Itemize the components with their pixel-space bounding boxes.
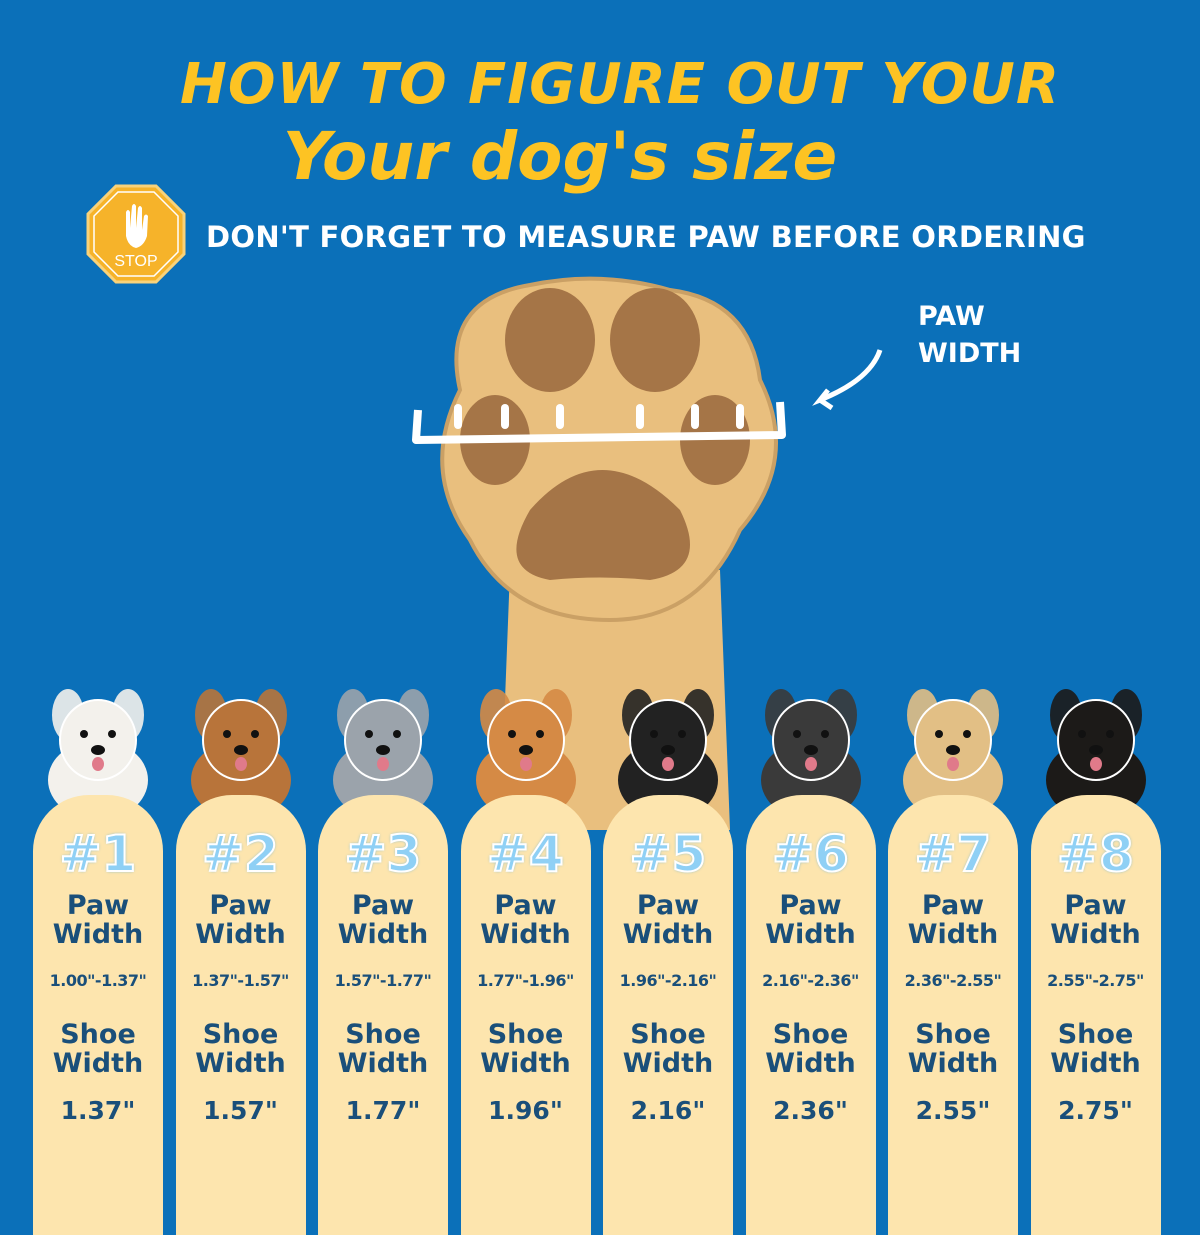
size-card-4: #4 Paw Width 1.77"-1.96" Shoe Width 1.96" <box>460 795 591 1235</box>
size-number: #8 <box>1056 824 1135 884</box>
title-line-1: HOW TO FIGURE OUT YOUR <box>180 52 1060 117</box>
paw-width-heading: Paw Width <box>337 890 429 950</box>
paw-width-range: 2.16"-2.36" <box>762 971 859 990</box>
yorkshire-terrier-icon <box>190 689 291 810</box>
border-collie-merle-icon <box>333 689 433 810</box>
size-number: #4 <box>486 824 565 884</box>
paw-width-range: 1.37"-1.57" <box>192 971 289 990</box>
shoe-width-heading: Shoe Width <box>480 1019 571 1079</box>
paw-width-heading: Paw Width <box>52 890 144 950</box>
shoe-width-value: 1.77" <box>345 1096 421 1125</box>
size-card-1: #1 Paw Width 1.00"-1.37" Shoe Width 1.37" <box>33 795 163 1235</box>
shoe-width-value: 1.96" <box>488 1096 563 1125</box>
shoe-width-value: 2.36" <box>773 1096 848 1125</box>
size-card-6: #6 Paw Width 2.16"-2.36" Shoe Width 2.36" <box>745 795 876 1235</box>
size-number: #1 <box>59 824 138 884</box>
shoe-width-heading: Shoe Width <box>622 1019 714 1079</box>
stop-sign-icon: STOP <box>86 184 186 284</box>
paw-width-range: 2.36"-2.55" <box>904 971 1002 990</box>
size-card-8: #8 Paw Width 2.55"-2.75" Shoe Width 2.75" <box>1030 795 1161 1235</box>
shoe-width-heading: Shoe Width <box>907 1019 999 1079</box>
shoe-width-value: 1.57" <box>203 1096 278 1125</box>
shoe-width-heading: Shoe Width <box>195 1019 286 1079</box>
paw-width-heading: Paw Width <box>622 890 714 950</box>
paw-width-range: 1.00"-1.37" <box>49 971 147 990</box>
shoe-width-value: 1.37" <box>60 1096 136 1125</box>
paw-width-heading: Paw Width <box>480 890 571 950</box>
maltese-dog-icon <box>48 689 148 810</box>
size-number: #2 <box>201 824 280 884</box>
paw-width-range: 2.55"-2.75" <box>1047 971 1144 990</box>
reminder-text: DON'T FORGET TO MEASURE PAW BEFORE ORDER… <box>206 220 1086 254</box>
paw-width-range: 1.96"-2.16" <box>619 971 717 990</box>
rottweiler-icon <box>1045 689 1146 810</box>
paw-width-heading: Paw Width <box>765 890 856 950</box>
stop-text: STOP <box>114 253 157 270</box>
shoe-width-heading: Shoe Width <box>337 1019 429 1079</box>
arrow-icon <box>812 349 883 411</box>
shoe-width-heading: Shoe Width <box>52 1019 144 1079</box>
size-number: #3 <box>344 824 423 884</box>
shoe-width-value: 2.55" <box>915 1096 991 1125</box>
shoe-width-value: 2.16" <box>630 1096 706 1125</box>
size-number: #5 <box>629 824 708 884</box>
golden-retriever-icon <box>903 689 1003 810</box>
paw-width-heading: Paw Width <box>195 890 286 950</box>
paw-width-range: 1.57"-1.77" <box>334 971 432 990</box>
size-card-5: #5 Paw Width 1.96"-2.16" Shoe Width 2.16" <box>603 795 733 1235</box>
paw-width-label-line2: WIDTH <box>918 338 1022 369</box>
husky-icon <box>760 689 861 810</box>
title-line-2: Your dog's size <box>282 118 838 195</box>
size-card-2: #2 Paw Width 1.37"-1.57" Shoe Width 1.57" <box>175 795 306 1235</box>
size-number: #7 <box>914 824 993 884</box>
size-number: #6 <box>771 824 850 884</box>
size-card-3: #3 Paw Width 1.57"-1.77" Shoe Width 1.77" <box>318 795 448 1235</box>
shiba-inu-icon <box>475 689 576 810</box>
stop-hand-icon <box>126 204 148 248</box>
shoe-width-heading: Shoe Width <box>765 1019 856 1079</box>
paw-width-label: PAW WIDTH <box>918 298 1021 372</box>
paw-width-range: 1.77"-1.96" <box>477 971 574 990</box>
shoe-width-value: 2.75" <box>1058 1096 1133 1125</box>
paw-illustration <box>412 276 883 830</box>
size-card-7: #7 Paw Width 2.36"-2.55" Shoe Width 2.55" <box>888 795 1018 1235</box>
shoe-width-heading: Shoe Width <box>1050 1019 1141 1079</box>
paw-width-heading: Paw Width <box>907 890 999 950</box>
paw-width-heading: Paw Width <box>1050 890 1141 950</box>
paw-width-label-line1: PAW <box>918 301 985 332</box>
border-collie-icon <box>618 689 718 810</box>
